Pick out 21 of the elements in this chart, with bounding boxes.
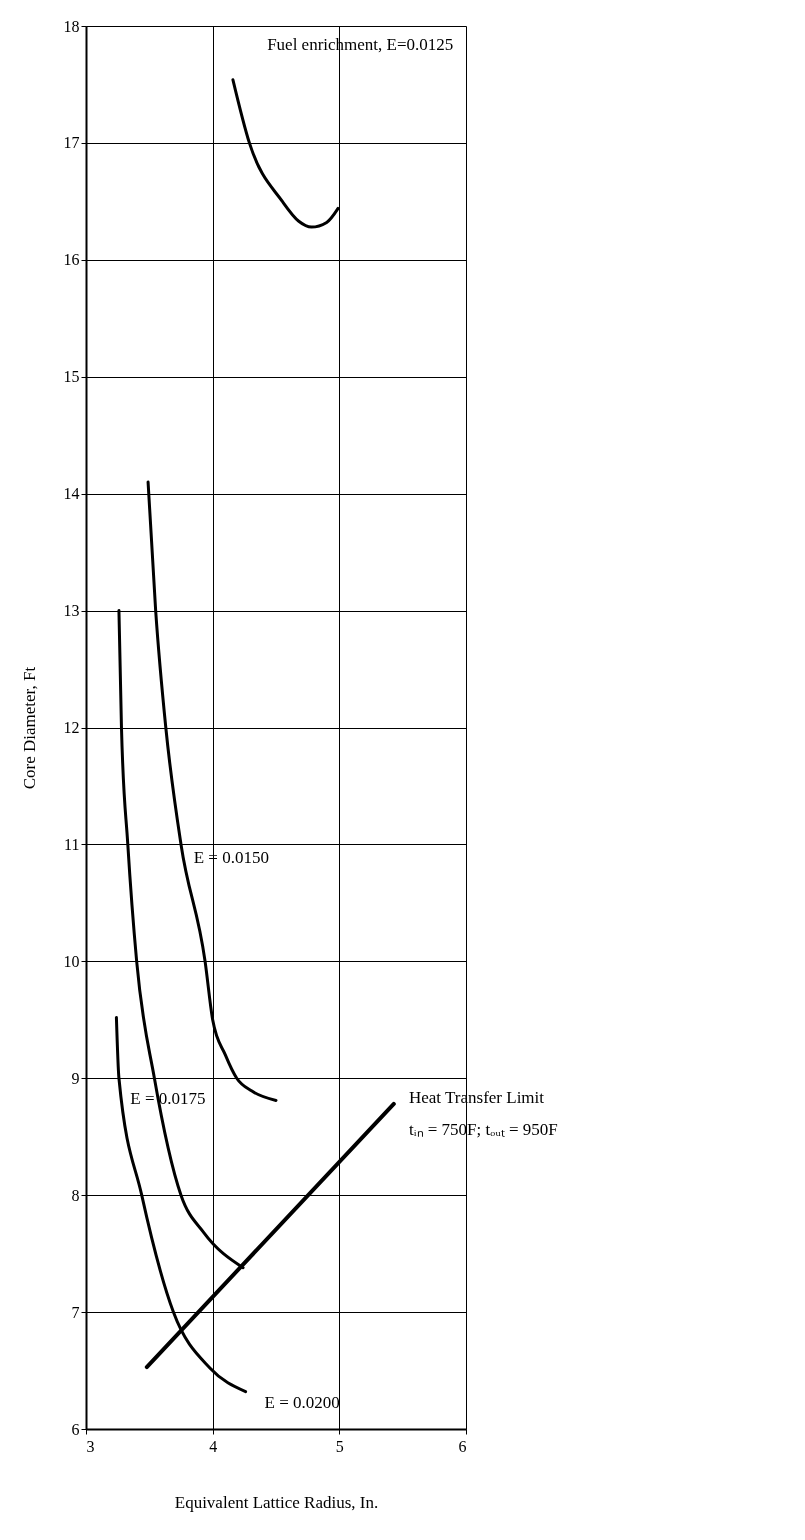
y-tick-label: 15 <box>63 368 80 386</box>
y-tick-label: 16 <box>63 251 80 269</box>
series-label: E = 0.0200 <box>264 1393 340 1413</box>
x-tick-label: 3 <box>86 1437 95 1455</box>
x-tick-label: 5 <box>335 1437 344 1455</box>
y-tick-label: 18 <box>63 17 80 35</box>
y-tick-label: 12 <box>63 719 80 736</box>
y-tick-label: 6 <box>71 1420 80 1438</box>
x-axis-title: Equivalent Lattice Radius, In. <box>174 1492 379 1512</box>
y-axis-title: Core Diameter, Ft <box>19 666 39 790</box>
y-tick-label: 17 <box>63 134 80 152</box>
y-tick-label: 11 <box>64 835 80 853</box>
y-tick-label: 10 <box>63 952 80 970</box>
y-tick-label: 9 <box>71 1069 80 1087</box>
x-tick-label: 4 <box>209 1437 218 1455</box>
y-tick-label: 7 <box>71 1303 80 1321</box>
y-tick-label: 13 <box>63 602 80 620</box>
x-tick-label: 6 <box>458 1437 467 1455</box>
series-label: E = 0.0175 <box>130 1089 206 1109</box>
y-tick-label: 14 <box>63 485 80 503</box>
y-tick-label: 8 <box>71 1186 80 1204</box>
